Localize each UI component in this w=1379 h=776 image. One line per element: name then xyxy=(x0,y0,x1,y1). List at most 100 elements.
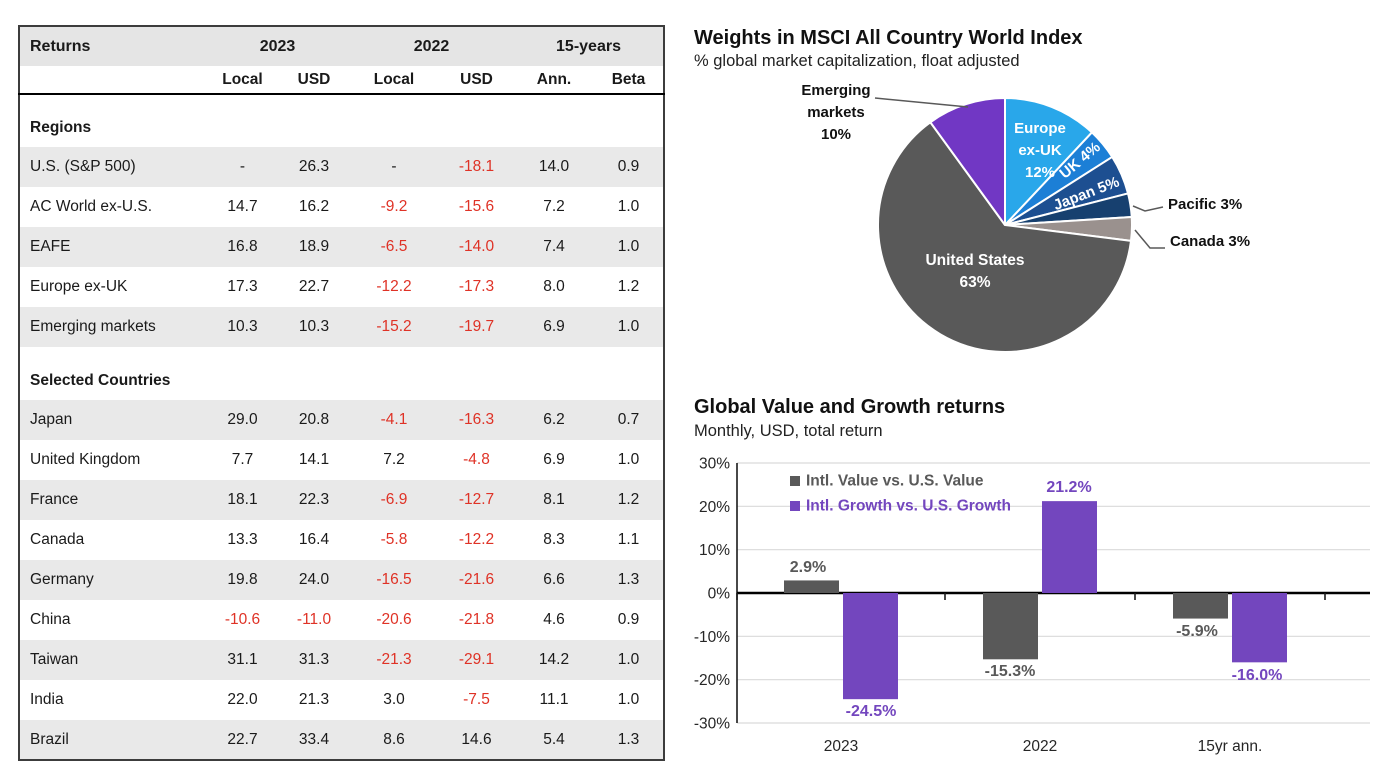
value-growth-bar-chart: 30% 20% 10% 0% -10% -20% -30% 2.9% -15.3% -5.9% -2… xyxy=(694,456,1370,755)
row-label: France xyxy=(30,491,79,508)
cell-value: 6.9 xyxy=(543,451,565,468)
cell-value: 22.7 xyxy=(298,278,330,295)
pie-chart-subtitle: % global market capitalization, float ad… xyxy=(694,52,1020,70)
table-title: Returns xyxy=(30,37,91,55)
table-subheader-row: Local USD Local USD Ann. Beta xyxy=(19,66,665,95)
column-group-2022: 2022 xyxy=(413,37,450,55)
table-row-china: China -10.6 -11.0 -20.6 -21.8 4.6 0.9 xyxy=(19,600,664,640)
legend-label-intl-growth-vs-u-s-growth: Intl. Growth vs. U.S. Growth xyxy=(806,498,1011,515)
x-category-label-2023: 2023 xyxy=(824,738,858,755)
row-label: China xyxy=(30,611,71,628)
cell-value: 13.3 xyxy=(227,531,258,548)
table-row-taiwan: Taiwan 31.1 31.3 -21.3 -29.1 14.2 1.0 xyxy=(19,640,665,680)
cell-value: 31.1 xyxy=(227,651,258,668)
cell-value: -12.2 xyxy=(458,531,495,548)
table-header-row: Returns 2023 2022 15-years xyxy=(19,26,665,66)
cell-value: 14.7 xyxy=(227,198,258,215)
row-label: India xyxy=(30,691,64,708)
row-label: Japan xyxy=(30,411,73,428)
cell-value: 14.2 xyxy=(538,651,570,668)
cell-value: 1.3 xyxy=(617,730,640,748)
row-label: Brazil xyxy=(30,730,69,748)
cell-value: 1.0 xyxy=(617,238,640,255)
subheader-local-2: Local xyxy=(349,66,439,95)
bar-2023-intl-growth-vs-u-s-growth xyxy=(843,593,898,700)
pie-slice-united-states xyxy=(877,121,1132,353)
cell-value: -21.6 xyxy=(458,571,495,588)
row-label: EAFE xyxy=(30,238,71,255)
pie-label-pacific: Pacific 3% xyxy=(1168,196,1242,213)
row-label: AC World ex-U.S. xyxy=(30,198,153,215)
bar-2022-intl-growth-vs-u-s-growth xyxy=(1042,501,1097,593)
cell-value: -10.6 xyxy=(224,611,261,628)
cell-value: -12.7 xyxy=(458,491,495,508)
msci-weights-pie-chart: Europe ex-UK 12% UK 4%Japan 5% Pacific 3%Can… xyxy=(801,82,1250,353)
cell-value: 7.2 xyxy=(383,451,405,468)
legend-marker-intl-value-vs-u-s-value xyxy=(790,476,800,486)
cell-value: -6.9 xyxy=(380,491,408,508)
cell-value: - xyxy=(391,158,397,175)
x-category-label-2022: 2022 xyxy=(1023,738,1057,755)
pie-slice-europe-ex-uk xyxy=(1004,97,1093,226)
cell-value: -21.8 xyxy=(458,611,495,628)
cell-value: 21.3 xyxy=(298,691,330,708)
row-label: U.S. (S&P 500) xyxy=(30,158,136,175)
cell-value: -4.1 xyxy=(380,411,408,428)
cell-value: 26.3 xyxy=(298,158,330,175)
column-group-2023: 2023 xyxy=(259,37,296,55)
cell-value: 20.8 xyxy=(298,411,330,428)
cell-value: 1.2 xyxy=(617,491,640,508)
cell-value: 5.4 xyxy=(543,730,565,748)
cell-value: 18.1 xyxy=(227,491,258,508)
bar-value-label: -15.3% xyxy=(985,663,1036,680)
bar-chart-title: Global Value and Growth returns xyxy=(694,396,1006,418)
cell-value: -16.5 xyxy=(376,571,412,588)
row-label: United Kingdom xyxy=(30,451,141,468)
y-tick-label: 20% xyxy=(699,499,730,516)
x-category-label-15yr-ann: 15yr ann. xyxy=(1198,738,1263,755)
bar-value-label: -16.0% xyxy=(1232,667,1283,684)
cell-value: 1.3 xyxy=(617,571,640,588)
pie-label-canada: Canada 3% xyxy=(1170,233,1250,250)
cell-value: -14.0 xyxy=(458,238,495,255)
pie-label-united-states: United States 63% xyxy=(925,252,1024,291)
cell-value: 8.0 xyxy=(543,278,565,295)
table-row-europe-ex-uk: Europe ex-UK 17.3 22.7 -12.2 -17.3 8.0 1.2 xyxy=(19,267,664,307)
cell-value: -17.3 xyxy=(458,278,495,295)
bar-15yr-ann-intl-value-vs-u-s-value xyxy=(1173,593,1228,619)
cell-value: 29.0 xyxy=(227,411,258,428)
bar-value-label: -5.9% xyxy=(1176,623,1218,640)
cell-value: 8.1 xyxy=(543,491,565,508)
cell-value: -18.1 xyxy=(458,158,495,175)
table-row-france: France 18.1 22.3 -6.9 -12.7 8.1 1.2 xyxy=(19,480,665,520)
y-tick-label: -20% xyxy=(694,672,730,689)
cell-value: 0.9 xyxy=(617,158,640,175)
subheader-usd-1: USD xyxy=(279,66,349,95)
cell-value: 7.2 xyxy=(543,198,565,215)
cell-value: 16.2 xyxy=(298,198,330,215)
cell-value: -15.6 xyxy=(458,198,495,215)
cell-value: 14.0 xyxy=(538,158,570,175)
legend-marker-intl-growth-vs-u-s-growth xyxy=(790,501,800,511)
bar-value-label: -24.5% xyxy=(846,703,897,720)
y-tick-label: -30% xyxy=(694,716,730,733)
cell-value: 31.3 xyxy=(298,651,330,668)
cell-value: 0.9 xyxy=(617,611,640,628)
cell-value: -21.3 xyxy=(376,651,412,668)
returns-table-container: Returns 2023 2022 15-years Local USD Local USD A… xyxy=(18,25,666,761)
column-group-15-years: 15-years xyxy=(556,37,621,55)
pacific-leader xyxy=(1132,205,1164,212)
y-tick-label: 30% xyxy=(699,456,730,473)
cell-value: -11.0 xyxy=(296,611,332,628)
bar-chart-subtitle: Monthly, USD, total return xyxy=(694,422,883,440)
table-row-ac-world-ex-u-s: AC World ex-U.S. 14.7 16.2 -9.2 -15.6 7.2 1.0 xyxy=(19,187,664,227)
subheader-beta-5: Beta xyxy=(594,66,665,95)
bar-2022-intl-value-vs-u-s-value xyxy=(983,593,1038,660)
cell-value: -4.8 xyxy=(463,451,490,468)
cell-value: 4.6 xyxy=(543,611,565,628)
subheader-ann-4: Ann. xyxy=(514,66,594,95)
cell-value: -20.6 xyxy=(376,611,412,628)
cell-value: 8.3 xyxy=(543,531,565,548)
row-label: Europe ex-UK xyxy=(30,278,128,295)
